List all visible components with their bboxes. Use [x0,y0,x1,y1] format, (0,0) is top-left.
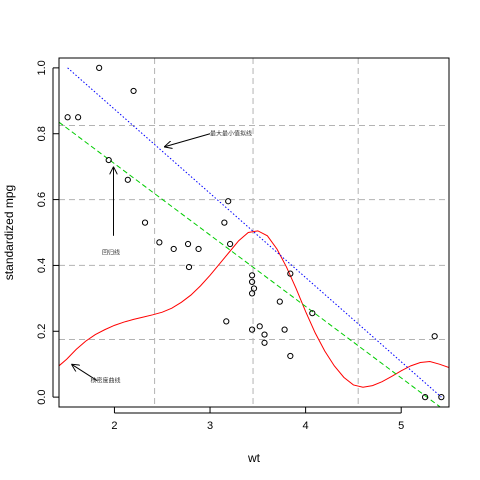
y-tick-label: 0.8 [36,126,48,141]
data-point [75,114,82,121]
data-point [227,240,234,248]
data-point [256,323,263,330]
y-tick-label: 0.0 [36,389,48,404]
annotation-arrow-0 [164,133,211,147]
data-point [223,318,230,325]
data-point [248,278,256,285]
data-point [248,272,256,279]
data-point [185,263,193,271]
data-point [287,352,294,360]
y-axis-title: standardized mpg [2,185,16,280]
x-tick-label: 5 [398,420,404,432]
grid-layer [59,58,449,407]
data-point [261,331,268,338]
x-axis: 2 3 4 5 [111,407,404,432]
data-point [438,394,445,401]
x-tick-label: 4 [303,420,309,432]
data-point [96,64,103,71]
y-tick-label: 0.6 [36,192,48,207]
y-tick-label: 1.0 [36,60,48,75]
y-tick-label: 0.4 [36,258,48,273]
annotation-label-1: 回归线 [102,248,120,256]
data-point [431,333,438,340]
y-tick-label: 0.2 [36,324,48,339]
data-point [248,326,256,333]
data-point [124,176,131,183]
data-point [261,339,268,346]
data-point [281,326,288,333]
data-point [184,240,192,248]
data-point [170,245,177,253]
data-point [250,285,258,292]
data-point [195,245,202,253]
data-point [287,270,294,277]
data-point [141,219,149,226]
series-line-0 [59,230,449,388]
points-layer [64,64,445,401]
x-tick-label: 3 [207,420,213,432]
data-point [225,198,232,205]
data-point [422,394,429,401]
data-point [309,310,316,317]
data-point [64,114,71,121]
data-point [156,239,163,246]
series-line-1 [59,121,442,407]
series-line-2 [67,67,442,398]
x-axis-title: wt [247,451,261,465]
data-point [276,298,283,305]
y-axis: 0.0 0.2 0.4 0.6 0.8 1.0 [36,60,59,405]
series-layer [59,67,449,407]
data-point [105,156,112,164]
data-point [248,290,256,297]
annotation-label-2: 核密度曲线 [91,377,121,385]
data-point [130,87,137,95]
data-point [221,219,228,226]
annotation-arrow-2 [71,364,98,382]
x-tick-label: 2 [111,420,117,432]
annotation-label-0: 最大最小值拟线 [210,130,252,138]
plot-frame [58,57,450,408]
